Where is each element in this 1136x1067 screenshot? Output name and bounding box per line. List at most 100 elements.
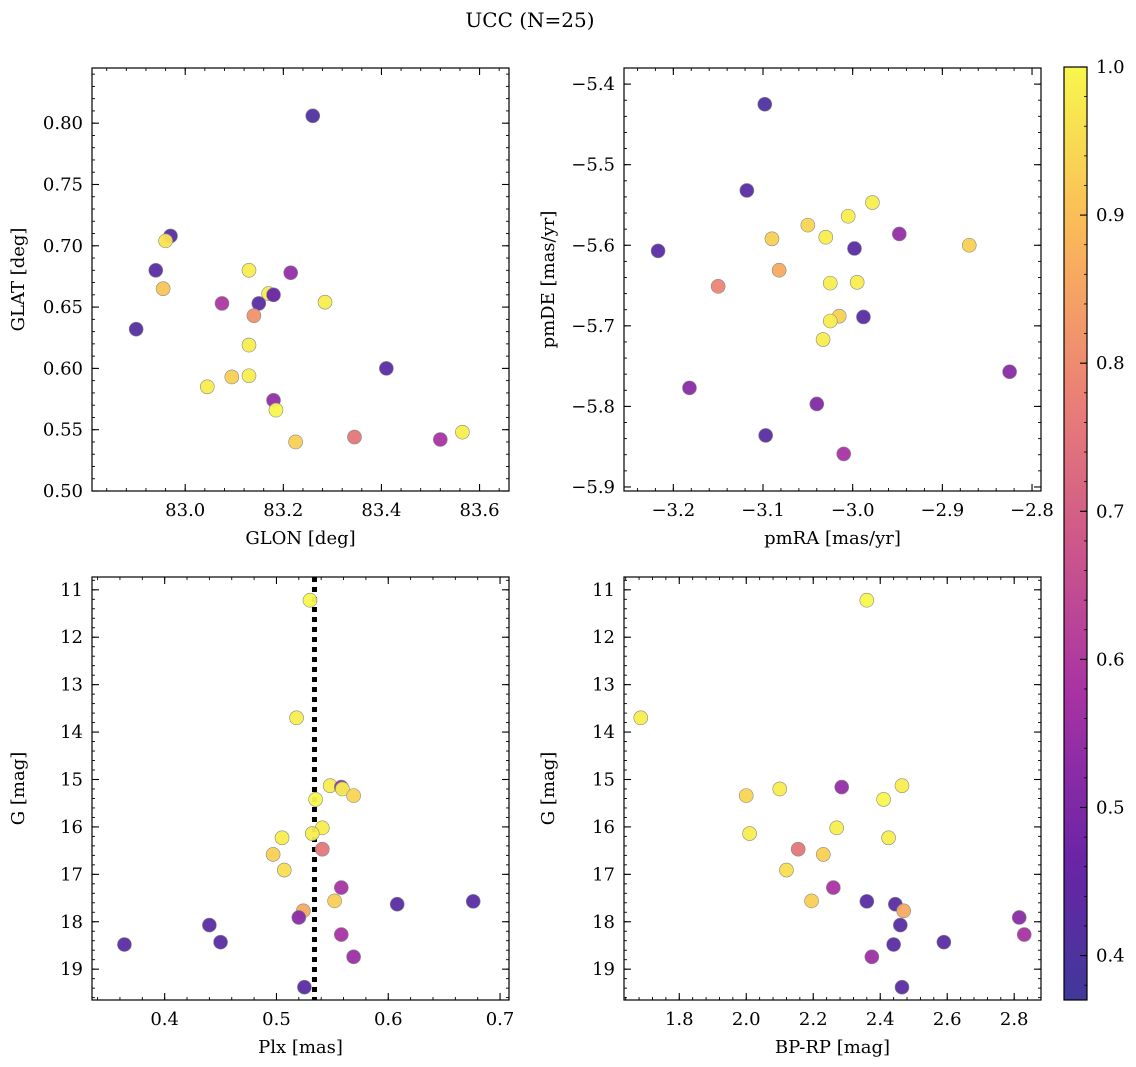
data-point xyxy=(739,183,755,198)
data-point xyxy=(779,862,794,878)
data-point xyxy=(274,830,290,846)
data-point xyxy=(334,927,349,942)
data-point xyxy=(771,262,787,278)
data-point xyxy=(840,208,856,224)
data-point xyxy=(289,710,304,726)
y-tick-label: 0.55 xyxy=(43,420,83,441)
data-point xyxy=(710,279,726,294)
y-tick-label: 11 xyxy=(592,580,615,601)
y-tick-label: 18 xyxy=(592,912,615,933)
data-point xyxy=(894,979,910,995)
colorbar-tick-label: 0.4 xyxy=(1096,946,1125,967)
data-point xyxy=(764,231,780,247)
x-tick-label: −3.1 xyxy=(741,500,785,521)
data-point xyxy=(213,934,228,950)
y-tick-label: −5.8 xyxy=(571,396,615,417)
x-axis-label: GLON [deg] xyxy=(245,528,355,549)
y-tick-label: −5.4 xyxy=(571,74,615,95)
data-point xyxy=(266,287,281,303)
data-point xyxy=(1002,364,1017,380)
x-axis-label: Plx [mas] xyxy=(258,1037,343,1058)
data-point xyxy=(859,894,875,909)
data-point xyxy=(379,361,394,376)
x-tick-label: 83.0 xyxy=(165,500,205,521)
data-point xyxy=(308,792,323,807)
y-tick-label: 15 xyxy=(60,769,83,790)
data-point xyxy=(155,281,171,296)
x-tick-label: 0.7 xyxy=(486,1009,515,1030)
data-point xyxy=(961,237,977,253)
panel-2: −3.2 −3.1 −3.0 −2.9 −2.8 −5.9 −5.8 −5.7 −5.6 −5.5… xyxy=(538,67,1054,549)
data-point xyxy=(829,820,844,836)
data-point xyxy=(199,379,215,395)
data-point xyxy=(836,446,852,462)
data-point xyxy=(241,263,257,278)
panel-1: 83.0 83.2 83.4 83.6 0.50 0.55 0.60 0.65 0.70 0.75… xyxy=(8,67,510,549)
data-point xyxy=(128,321,144,337)
data-point xyxy=(1011,910,1027,925)
data-point xyxy=(892,226,907,242)
data-point xyxy=(117,937,132,952)
data-point xyxy=(276,862,292,878)
x-tick-label: 83.2 xyxy=(263,500,303,521)
data-point xyxy=(346,788,361,803)
x-axis-label: pmRA [mas/yr] xyxy=(764,528,901,549)
colorbar-tick-label: 0.5 xyxy=(1096,797,1125,818)
y-axis-label: G [mag] xyxy=(8,752,29,825)
x-tick-label: −2.8 xyxy=(1010,500,1054,521)
data-point xyxy=(849,275,865,290)
data-point xyxy=(433,432,448,447)
data-point xyxy=(738,788,754,803)
panel-4: 1.8 2.0 2.2 2.4 2.6 2.8 11 12 13 14 15 16 17 18 19 BP-R… xyxy=(538,576,1042,1058)
colorbar: 0.4 0.5 0.6 0.7 0.8 0.9 1.0 xyxy=(1063,57,1125,1001)
data-point xyxy=(202,917,217,933)
colorbar-tick-label: 0.7 xyxy=(1096,501,1125,522)
data-point xyxy=(804,893,819,909)
data-point xyxy=(865,195,880,210)
data-point xyxy=(214,296,230,311)
panel-frame xyxy=(623,576,1042,1001)
data-point xyxy=(650,243,666,259)
data-point xyxy=(876,792,891,807)
x-tick-label: 0.4 xyxy=(150,1009,179,1030)
data-point xyxy=(148,263,164,278)
data-point xyxy=(265,847,281,862)
data-point xyxy=(809,396,825,412)
x-tick-label: 83.4 xyxy=(361,500,401,521)
data-point xyxy=(297,979,312,995)
data-point xyxy=(327,893,342,909)
data-point xyxy=(936,934,952,950)
data-point xyxy=(859,592,875,608)
x-tick-label: −3.2 xyxy=(651,500,695,521)
data-point xyxy=(834,779,850,795)
data-point xyxy=(224,369,240,385)
data-point xyxy=(815,847,831,862)
panel-frame xyxy=(91,576,510,1001)
data-point xyxy=(455,424,470,440)
data-point xyxy=(815,332,831,347)
x-tick-label: 2.4 xyxy=(866,1009,895,1030)
data-point xyxy=(818,229,834,245)
colorbar-tick-label: 1.0 xyxy=(1096,57,1125,78)
x-axis-label: BP-RP [mag] xyxy=(775,1037,890,1058)
data-point xyxy=(315,841,330,857)
y-tick-label: 19 xyxy=(60,959,83,980)
y-tick-label: 0.70 xyxy=(43,236,83,257)
data-point xyxy=(291,910,307,925)
data-point xyxy=(881,830,896,846)
data-point xyxy=(757,96,773,112)
data-point xyxy=(317,294,333,310)
data-point xyxy=(288,434,303,450)
y-tick-label: 16 xyxy=(60,817,83,838)
data-point xyxy=(1016,927,1032,942)
panel-3: 0.4 0.5 0.6 0.7 11 12 13 14 15 16 17 18 19 Plx [mas] G… xyxy=(8,576,515,1058)
x-tick-label: 0.6 xyxy=(374,1009,403,1030)
y-tick-label: 0.50 xyxy=(43,481,83,502)
data-point xyxy=(758,428,773,443)
data-point xyxy=(864,949,880,965)
y-tick-label: 0.75 xyxy=(43,174,83,195)
panel-frame xyxy=(91,67,510,492)
data-point xyxy=(268,402,284,418)
y-tick-label: 19 xyxy=(592,959,615,980)
